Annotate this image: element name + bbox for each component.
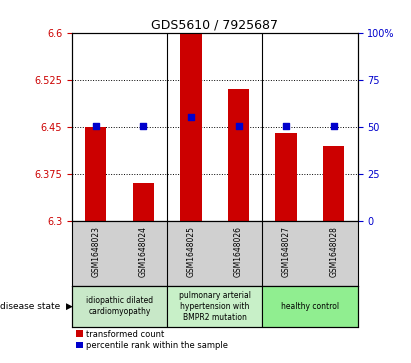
Bar <box>167 286 262 327</box>
Bar <box>180 33 202 221</box>
Text: healthy control: healthy control <box>281 302 339 311</box>
Bar <box>262 286 358 327</box>
Bar <box>275 133 297 221</box>
Point <box>283 123 289 129</box>
Point <box>235 123 242 129</box>
Legend: transformed count, percentile rank within the sample: transformed count, percentile rank withi… <box>76 330 228 350</box>
Title: GDS5610 / 7925687: GDS5610 / 7925687 <box>151 19 278 32</box>
Text: GSM1648023: GSM1648023 <box>91 226 100 277</box>
Text: GSM1648028: GSM1648028 <box>329 226 338 277</box>
Text: idiopathic dilated
cardiomyopathy: idiopathic dilated cardiomyopathy <box>86 296 153 317</box>
Bar <box>72 286 167 327</box>
Point <box>188 115 194 121</box>
Point <box>140 123 147 129</box>
Bar <box>323 146 344 221</box>
Text: pulmonary arterial
hypertension with
BMPR2 mutation: pulmonary arterial hypertension with BMP… <box>179 291 251 322</box>
Point <box>92 123 99 129</box>
Point <box>330 123 337 129</box>
Text: GSM1648025: GSM1648025 <box>187 226 196 277</box>
Text: disease state  ▶: disease state ▶ <box>0 302 73 311</box>
Bar <box>228 89 249 221</box>
Text: GSM1648024: GSM1648024 <box>139 226 148 277</box>
Bar <box>85 127 106 221</box>
Text: GSM1648027: GSM1648027 <box>282 226 291 277</box>
Bar <box>133 183 154 221</box>
Text: GSM1648026: GSM1648026 <box>234 226 243 277</box>
